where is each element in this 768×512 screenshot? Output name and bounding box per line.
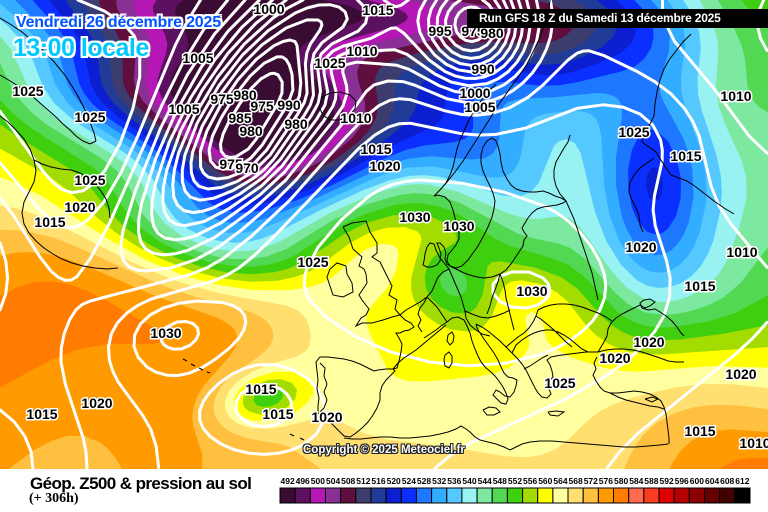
svg-text:1025: 1025 [618, 124, 649, 140]
svg-text:1015: 1015 [262, 406, 293, 422]
svg-text:1015: 1015 [362, 2, 393, 18]
svg-text:980: 980 [480, 25, 504, 41]
svg-text:985: 985 [228, 110, 252, 126]
svg-text:528: 528 [417, 476, 431, 486]
svg-text:1010: 1010 [720, 88, 751, 104]
svg-text:1030: 1030 [516, 283, 547, 299]
svg-text:1025: 1025 [74, 172, 105, 188]
svg-text:536: 536 [447, 476, 461, 486]
svg-text:1020: 1020 [633, 334, 664, 350]
svg-text:975: 975 [210, 91, 234, 107]
svg-text:580: 580 [614, 476, 628, 486]
svg-text:1015: 1015 [670, 148, 701, 164]
svg-text:596: 596 [675, 476, 689, 486]
svg-text:975: 975 [250, 98, 274, 114]
svg-text:572: 572 [584, 476, 598, 486]
svg-text:1030: 1030 [443, 218, 474, 234]
svg-text:1015: 1015 [26, 406, 57, 422]
svg-text:1020: 1020 [599, 350, 630, 366]
svg-text:556: 556 [523, 476, 537, 486]
svg-text:1010: 1010 [346, 43, 377, 59]
svg-text:1020: 1020 [725, 366, 756, 382]
svg-text:1020: 1020 [81, 395, 112, 411]
svg-text:1010: 1010 [340, 110, 371, 126]
svg-text:560: 560 [538, 476, 552, 486]
svg-text:1025: 1025 [297, 254, 328, 270]
svg-text:1015: 1015 [684, 278, 715, 294]
svg-text:1015: 1015 [684, 423, 715, 439]
svg-text:504: 504 [326, 476, 340, 486]
svg-text:1005: 1005 [168, 101, 199, 117]
svg-text:592: 592 [660, 476, 674, 486]
svg-text:600: 600 [690, 476, 704, 486]
svg-text:540: 540 [462, 476, 476, 486]
svg-text:492: 492 [281, 476, 295, 486]
svg-text:576: 576 [599, 476, 613, 486]
svg-text:990: 990 [277, 97, 301, 113]
svg-text:500: 500 [311, 476, 325, 486]
svg-text:552: 552 [508, 476, 522, 486]
svg-text:612: 612 [735, 476, 749, 486]
svg-text:548: 548 [493, 476, 507, 486]
svg-text:520: 520 [387, 476, 401, 486]
svg-text:990: 990 [471, 61, 495, 77]
svg-text:1010: 1010 [739, 435, 768, 451]
svg-text:1025: 1025 [314, 55, 345, 71]
svg-text:1020: 1020 [311, 409, 342, 425]
svg-text:1020: 1020 [625, 239, 656, 255]
svg-text:532: 532 [432, 476, 446, 486]
svg-text:604: 604 [705, 476, 719, 486]
svg-text:516: 516 [371, 476, 385, 486]
svg-text:584: 584 [629, 476, 643, 486]
svg-text:1020: 1020 [369, 158, 400, 174]
svg-text:1005: 1005 [182, 50, 213, 66]
svg-text:980: 980 [284, 116, 308, 132]
svg-text:588: 588 [644, 476, 658, 486]
svg-text:1020: 1020 [64, 199, 95, 215]
svg-text:1005: 1005 [464, 99, 495, 115]
svg-text:512: 512 [356, 476, 370, 486]
svg-text:1010: 1010 [726, 244, 757, 260]
svg-text:496: 496 [296, 476, 310, 486]
svg-text:544: 544 [478, 476, 492, 486]
svg-text:1025: 1025 [74, 109, 105, 125]
svg-text:980: 980 [239, 123, 263, 139]
svg-text:995: 995 [428, 23, 452, 39]
svg-text:980: 980 [233, 87, 257, 103]
svg-text:1030: 1030 [150, 325, 181, 341]
svg-text:970: 970 [235, 160, 259, 176]
svg-text:508: 508 [341, 476, 355, 486]
svg-text:568: 568 [569, 476, 583, 486]
svg-text:608: 608 [720, 476, 734, 486]
svg-text:1025: 1025 [544, 375, 575, 391]
svg-text:975: 975 [219, 156, 243, 172]
svg-text:1025: 1025 [12, 83, 43, 99]
svg-text:524: 524 [402, 476, 416, 486]
svg-text:564: 564 [553, 476, 567, 486]
svg-text:1000: 1000 [459, 85, 490, 101]
svg-text:1015: 1015 [245, 381, 276, 397]
svg-text:1015: 1015 [34, 214, 65, 230]
svg-text:1015: 1015 [360, 141, 391, 157]
svg-text:1000: 1000 [253, 1, 284, 17]
svg-text:1030: 1030 [399, 209, 430, 225]
